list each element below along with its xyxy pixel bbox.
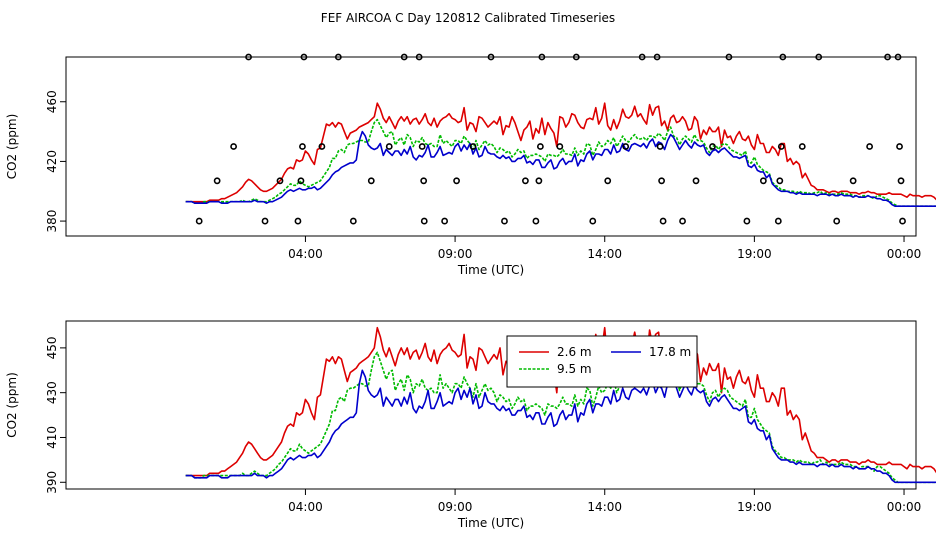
y-tick-label: 450 <box>45 336 59 359</box>
series-line-17-8-m <box>185 130 936 207</box>
y-tick-label: 380 <box>45 210 59 233</box>
scatter-point <box>300 53 308 61</box>
legend-label: 2.6 m <box>557 345 592 359</box>
x-tick-label: 14:00 <box>587 500 622 514</box>
series-line-2-6-m <box>185 102 936 203</box>
scatter-point <box>776 177 784 185</box>
scatter-point <box>884 53 891 61</box>
scatter-point <box>725 53 733 61</box>
scatter-point <box>572 53 580 61</box>
scatter-point <box>759 177 767 185</box>
y-tick-label: 460 <box>45 90 59 113</box>
scatter-point <box>367 177 375 185</box>
scatter-point <box>798 143 806 150</box>
scatter-point <box>638 53 646 61</box>
scatter-point <box>589 217 597 225</box>
scatter-point <box>777 143 785 150</box>
scatter-point <box>294 217 302 225</box>
scatter-point <box>896 143 903 150</box>
scatter-point <box>487 53 495 61</box>
x-tick-label: 00:00 <box>887 247 922 261</box>
scatter-point <box>420 177 428 185</box>
legend-label: 17.8 m <box>649 345 691 359</box>
scatter-point <box>897 177 905 185</box>
scatter-point <box>653 53 661 61</box>
legend: 2.6 m 17.8 m 9.5 m <box>506 335 698 388</box>
scatter-point <box>604 177 612 185</box>
x-tick-label: 04:00 <box>288 247 323 261</box>
series-line-9-5-m <box>185 118 936 207</box>
scatter-point <box>195 217 203 225</box>
scatter-point <box>522 177 529 185</box>
scatter-point <box>276 177 284 185</box>
scatter-point <box>899 217 906 225</box>
scatter-point <box>622 143 630 150</box>
y-tick-label: 390 <box>45 471 59 494</box>
scatter-point <box>245 53 252 61</box>
scatter-point <box>349 217 357 225</box>
scatter-point <box>297 177 305 185</box>
scatter-point <box>420 217 428 225</box>
scatter-point <box>656 143 664 150</box>
scatter-point <box>894 53 902 61</box>
series-line-2-6-m <box>185 326 936 477</box>
y-axis-label: CO2 (ppm) <box>5 372 19 438</box>
x-tick-label: 04:00 <box>288 500 323 514</box>
scatter-point <box>230 143 238 150</box>
x-tick-label: 19:00 <box>737 500 772 514</box>
scatter-point <box>213 177 221 185</box>
scatter-point <box>385 143 393 150</box>
scatter-point <box>866 143 874 150</box>
scatter-point <box>538 53 546 61</box>
x-tick-label: 09:00 <box>438 247 473 261</box>
scatter-point <box>743 217 751 225</box>
x-tick-label: 09:00 <box>438 500 473 514</box>
scatter-point <box>400 53 408 61</box>
y-tick-label: 430 <box>45 381 59 404</box>
scatter-point <box>679 217 686 225</box>
scatter-point <box>815 53 823 61</box>
y-tick-label: 410 <box>45 426 59 449</box>
scatter-point <box>658 177 665 185</box>
scatter-point <box>318 143 326 150</box>
scatter-point <box>469 143 477 150</box>
legend-frame <box>506 335 698 388</box>
legend-label: 9.5 m <box>557 362 592 376</box>
scatter-point <box>501 217 508 225</box>
scatter-point <box>774 217 782 225</box>
series-line-17-8-m <box>185 369 936 484</box>
scatter-point <box>659 217 667 225</box>
y-axis-label: CO2 (ppm) <box>5 114 19 180</box>
chart-title: FEF AIRCOA C Day 120812 Calibrated Times… <box>321 11 615 25</box>
scatter-point <box>418 143 426 150</box>
scatter-point <box>833 217 841 225</box>
scatter-point <box>334 53 342 61</box>
scatter-point <box>532 217 540 225</box>
scatter-point <box>536 143 544 150</box>
scatter-point <box>453 177 460 185</box>
scatter-point <box>535 177 543 185</box>
scatter-point <box>849 177 857 185</box>
bottom-panel: 04:00 09:00 14:00 19:00 00:00 390 410 430 450 Tim… <box>5 320 936 530</box>
scatter-point <box>779 53 787 61</box>
scatter-point <box>415 53 423 61</box>
x-tick-label: 19:00 <box>737 247 772 261</box>
scatter-point <box>556 143 564 150</box>
scatter-point <box>261 217 269 225</box>
scatter-point <box>692 177 700 185</box>
plot-frame <box>65 320 917 490</box>
scatter-point <box>709 143 716 150</box>
top-panel: 04:00 09:00 14:00 19:00 00:00 380 420 460 Time (… <box>5 53 936 277</box>
series-line-9-5-m <box>185 351 936 484</box>
x-tick-label: 00:00 <box>887 500 922 514</box>
y-tick-label: 420 <box>45 150 59 173</box>
x-tick-label: 14:00 <box>587 247 622 261</box>
scatter-point <box>441 217 449 225</box>
x-axis-label: Time (UTC) <box>457 516 524 530</box>
x-axis-label: Time (UTC) <box>457 263 524 277</box>
scatter-point <box>299 143 306 150</box>
plot-frame <box>65 56 917 237</box>
